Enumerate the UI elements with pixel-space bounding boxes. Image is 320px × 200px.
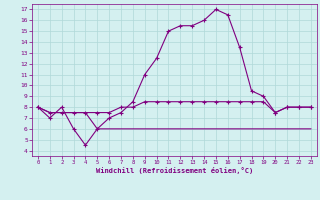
X-axis label: Windchill (Refroidissement éolien,°C): Windchill (Refroidissement éolien,°C): [96, 167, 253, 174]
